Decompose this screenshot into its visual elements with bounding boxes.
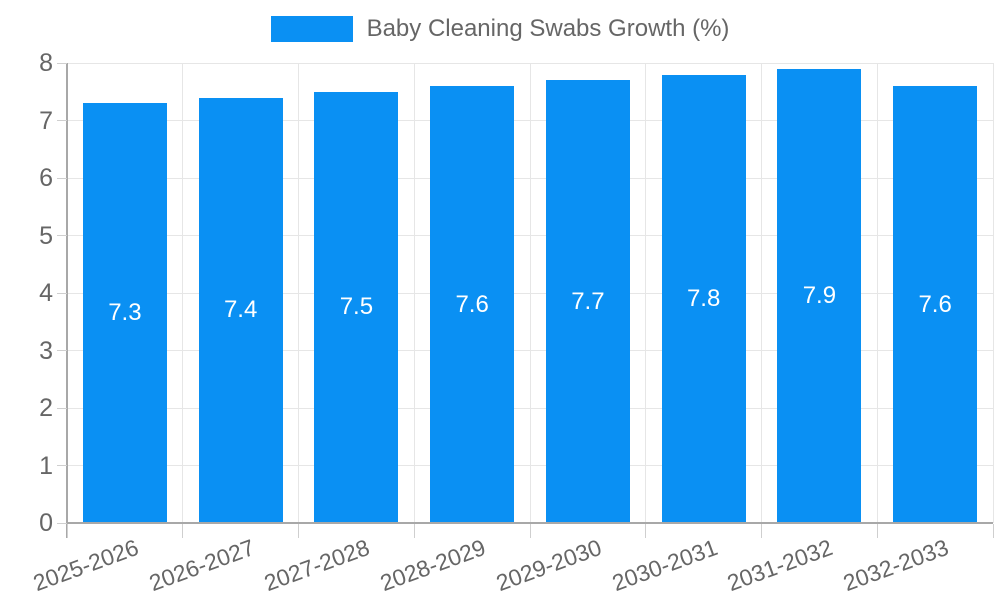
bar-value-label: 7.9 (802, 281, 837, 309)
legend-swatch-icon (270, 16, 353, 42)
y-tick-mark (57, 350, 67, 351)
y-tick-mark (57, 62, 67, 64)
y-tick-mark (57, 465, 67, 466)
bar-value-label: 7.8 (686, 284, 721, 312)
bar-value-label: 7.6 (918, 290, 952, 318)
bar-value-label: 7.3 (108, 299, 142, 327)
x-axis-line (66, 522, 993, 524)
y-tick-label: 6 (39, 164, 53, 192)
legend-item[interactable]: Baby Cleaning Swabs Growth (%) (270, 15, 730, 42)
bar-value-label: 7.4 (223, 296, 258, 324)
x-tick-mark (645, 524, 647, 538)
x-grid-line (182, 63, 184, 523)
x-grid-line (992, 63, 994, 523)
bar[interactable]: 7.3 (82, 103, 167, 523)
x-tick-mark (413, 524, 415, 538)
y-tick-label: 7 (39, 106, 53, 135)
bar[interactable]: 7.9 (777, 68, 862, 523)
y-tick-mark (57, 177, 67, 179)
bar-value-label: 7.5 (339, 293, 374, 321)
y-tick-label: 1 (39, 451, 53, 480)
x-grid-line (761, 63, 762, 523)
y-tick-mark (57, 407, 67, 409)
bar[interactable]: 7.4 (198, 97, 283, 523)
x-grid-line (645, 63, 647, 523)
x-tick-mark (182, 524, 184, 538)
x-tick-mark (66, 524, 68, 538)
bar[interactable]: 7.6 (430, 86, 515, 523)
y-tick-label: 0 (39, 509, 53, 537)
y-tick-mark (57, 292, 67, 294)
y-axis-line (66, 63, 68, 538)
plot-area: 7.3 7.4 7.5 7.6 7.7 7.8 7.9 7.6 (67, 62, 994, 523)
y-tick-label: 3 (39, 336, 53, 365)
x-tick-mark (876, 524, 878, 538)
x-tick-mark (298, 524, 299, 538)
y-tick-label: 5 (39, 221, 53, 250)
x-tick-mark (992, 524, 994, 538)
y-tick-label: 4 (39, 279, 53, 307)
x-grid-line (298, 63, 299, 523)
y-tick-mark (57, 522, 67, 524)
bar[interactable]: 7.6 (893, 86, 978, 523)
x-tick-mark (761, 524, 762, 538)
y-tick-label: 8 (39, 49, 53, 77)
bar-value-label: 7.7 (571, 287, 605, 315)
legend: Baby Cleaning Swabs Growth (%) (0, 16, 1000, 42)
y-tick-mark (57, 120, 67, 121)
bar[interactable]: 7.8 (661, 74, 746, 523)
x-grid-line (529, 63, 531, 523)
x-grid-line (876, 63, 878, 523)
x-tick-mark (529, 524, 531, 538)
legend-label: Baby Cleaning Swabs Growth (%) (366, 15, 730, 42)
bar[interactable]: 7.7 (545, 80, 630, 523)
y-tick-label: 2 (39, 394, 53, 422)
bar[interactable]: 7.5 (314, 91, 399, 523)
y-tick-mark (57, 235, 67, 236)
x-grid-line (413, 63, 415, 523)
bar-value-label: 7.6 (455, 290, 489, 318)
